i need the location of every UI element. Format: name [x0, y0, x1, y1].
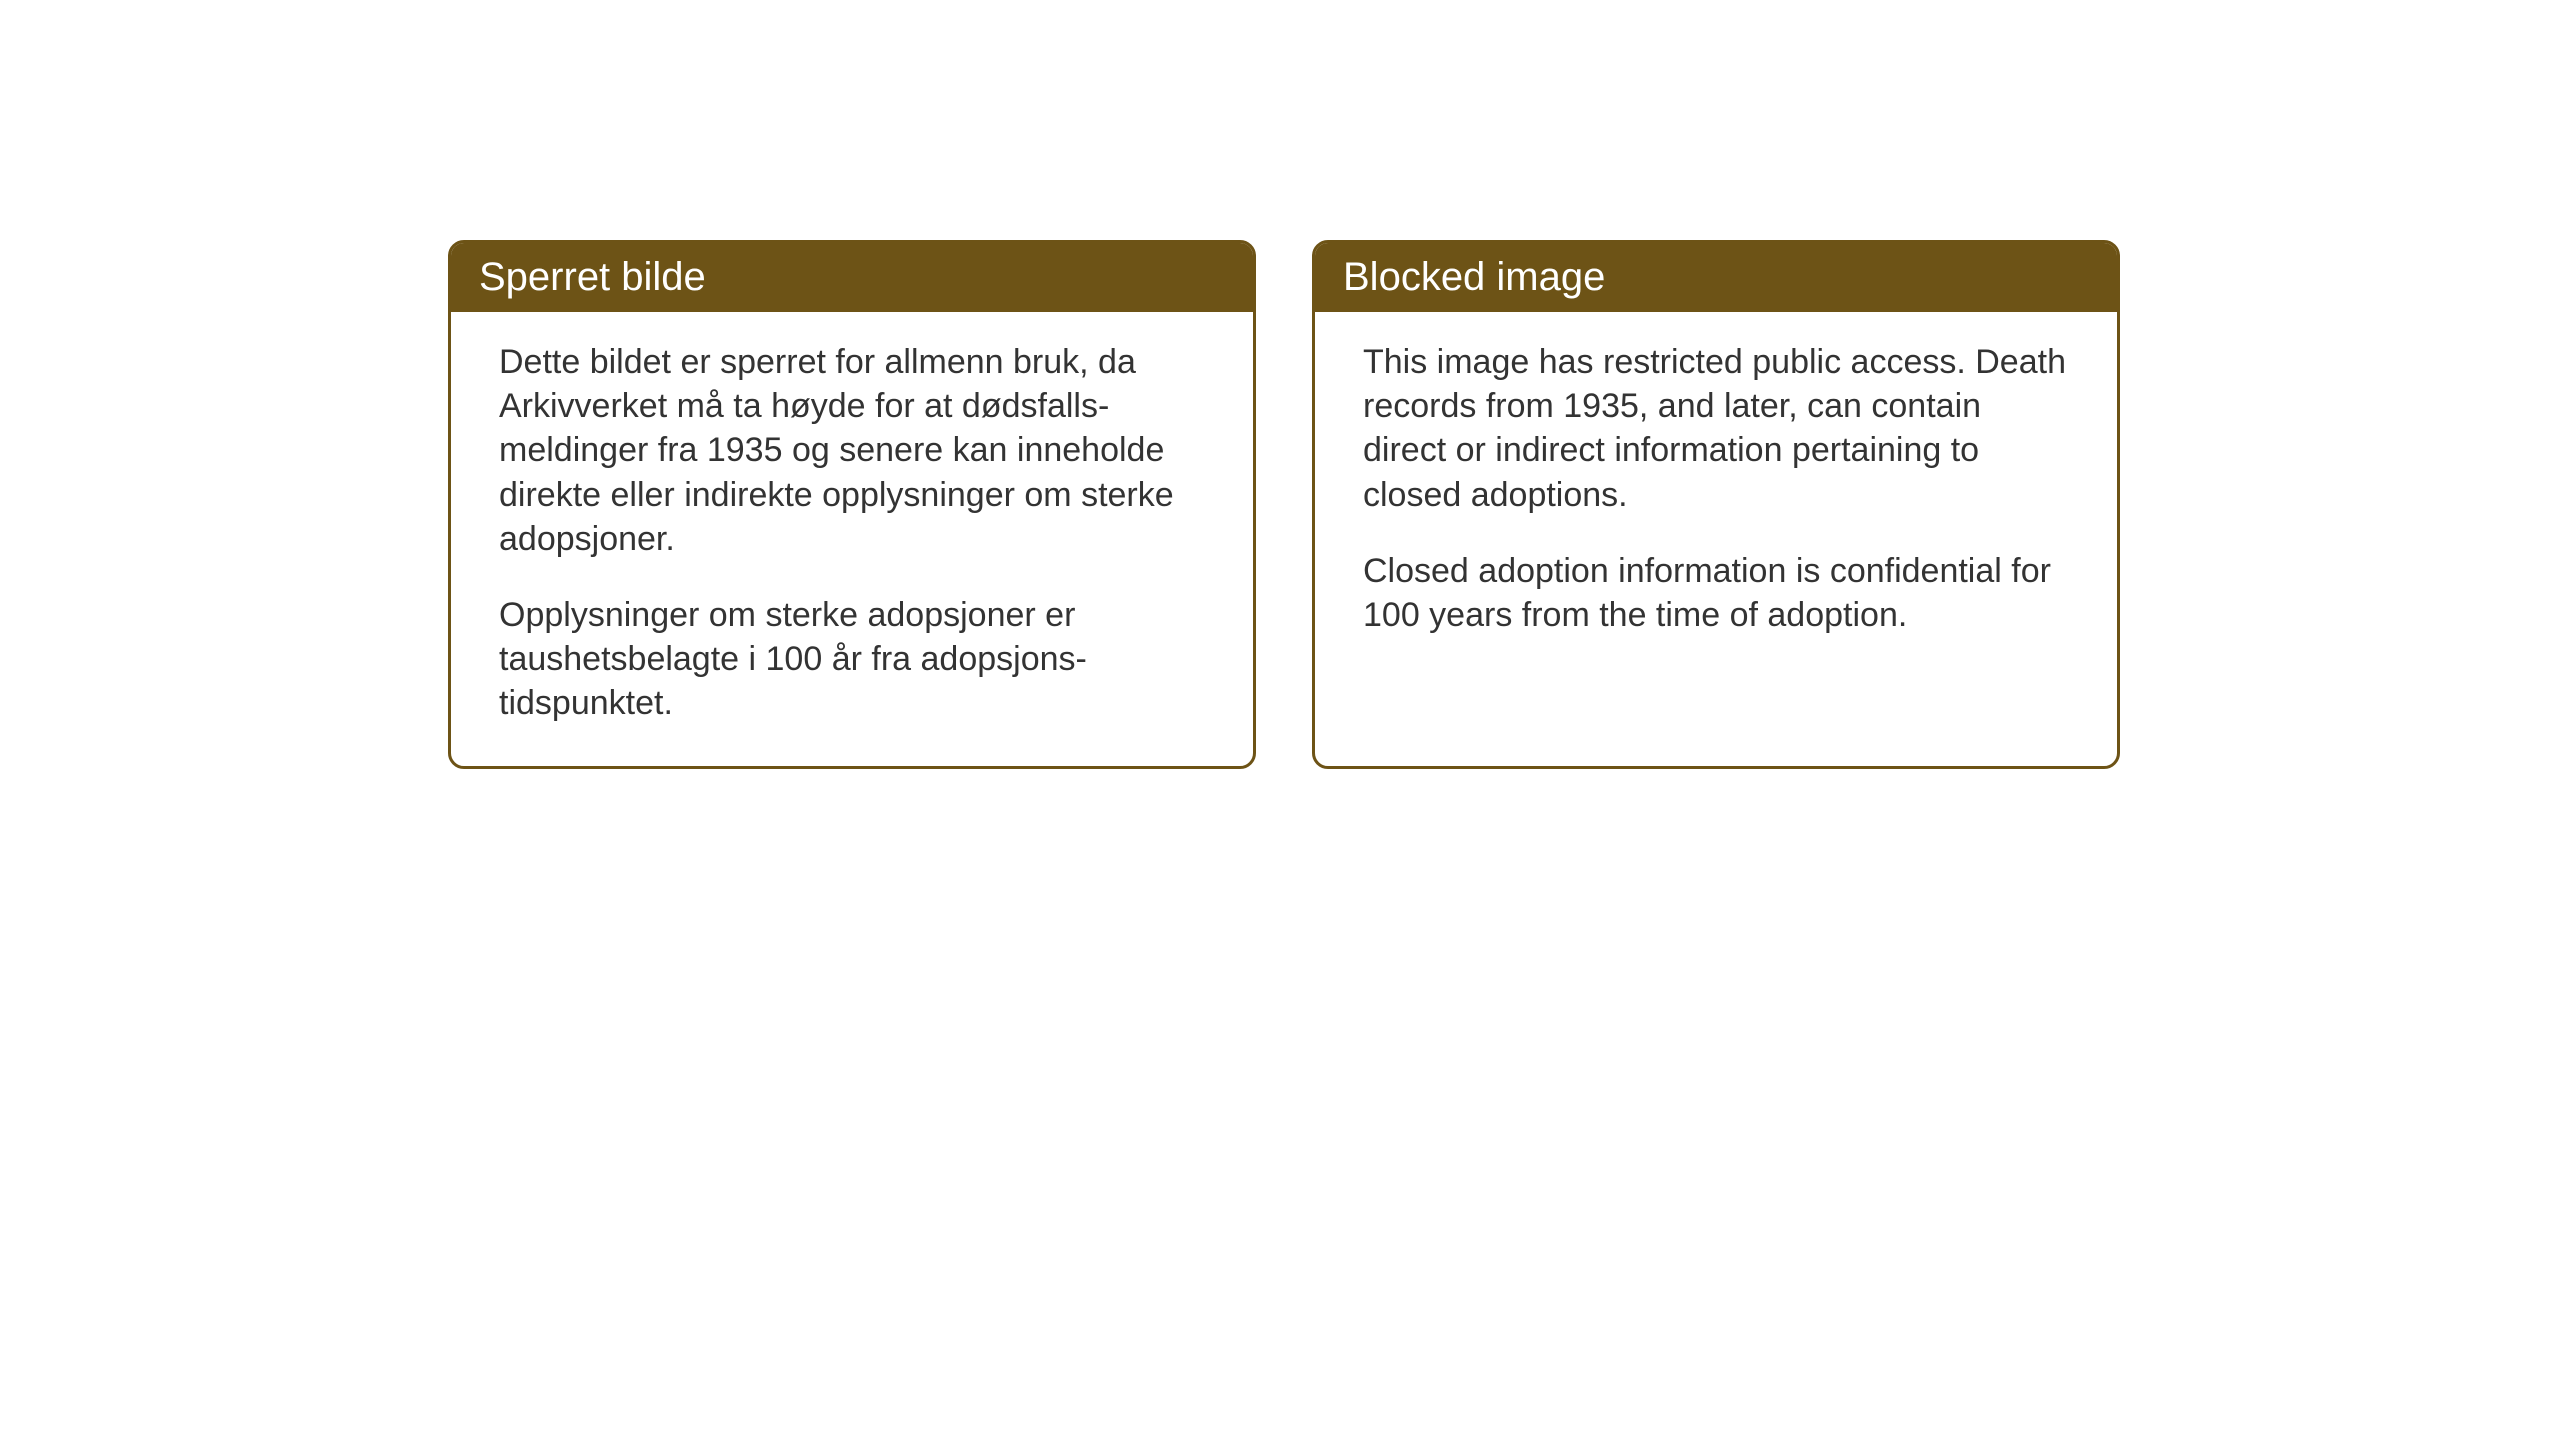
- card-body-english: This image has restricted public access.…: [1315, 312, 2117, 677]
- card-header-norwegian: Sperret bilde: [451, 243, 1253, 312]
- card-paragraph1-norwegian: Dette bildet er sperret for allmenn bruk…: [499, 340, 1205, 561]
- notice-card-norwegian: Sperret bilde Dette bildet er sperret fo…: [448, 240, 1256, 769]
- card-title-norwegian: Sperret bilde: [479, 255, 706, 299]
- notice-container: Sperret bilde Dette bildet er sperret fo…: [448, 240, 2120, 769]
- card-paragraph2-english: Closed adoption information is confident…: [1363, 549, 2069, 637]
- card-header-english: Blocked image: [1315, 243, 2117, 312]
- card-body-norwegian: Dette bildet er sperret for allmenn bruk…: [451, 312, 1253, 766]
- card-paragraph1-english: This image has restricted public access.…: [1363, 340, 2069, 517]
- card-title-english: Blocked image: [1343, 255, 1605, 299]
- card-paragraph2-norwegian: Opplysninger om sterke adopsjoner er tau…: [499, 593, 1205, 726]
- notice-card-english: Blocked image This image has restricted …: [1312, 240, 2120, 769]
